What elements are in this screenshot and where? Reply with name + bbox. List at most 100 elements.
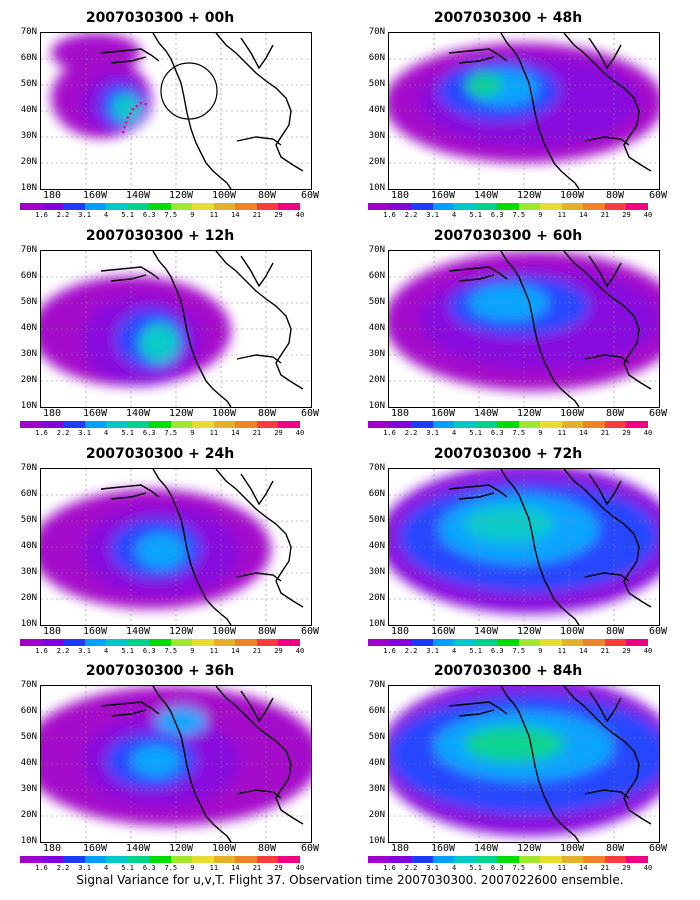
colorbar-swatch — [497, 421, 519, 428]
panel-title: 2007030300 + 00h — [85, 10, 235, 26]
longitude-label: 180 — [42, 843, 62, 854]
colorbar-label: 1.6 — [35, 864, 48, 872]
colorbar-swatch — [106, 856, 128, 863]
colorbar-swatch — [626, 639, 648, 646]
map-plot — [388, 250, 660, 408]
colorbar — [20, 856, 300, 863]
colorbar-swatch — [518, 203, 541, 210]
colorbar-label: 29 — [274, 864, 283, 872]
latitude-label: 60N — [368, 53, 385, 63]
colorbar-label: 4 — [452, 429, 457, 437]
latitude-label: 10N — [368, 401, 385, 411]
colorbar-label: 29 — [274, 211, 283, 219]
map-panel: 2007030300 + 72h 70N 60N 50N 40N 30N 20N 10N 180… — [358, 446, 667, 655]
latitude-label: 50N — [368, 732, 385, 742]
latitude-label: 50N — [20, 732, 37, 742]
colorbar-label: 2.2 — [404, 429, 418, 437]
latitude-label: 60N — [368, 271, 385, 281]
figure-caption: Signal Variance for u,v,T. Flight 37. Ob… — [76, 873, 624, 887]
latitude-label: 70N — [368, 245, 385, 255]
colorbar-swatch — [518, 639, 541, 646]
colorbar-label: 4 — [452, 211, 457, 219]
colorbar-swatch — [389, 856, 412, 863]
colorbar-label: 3.1 — [78, 211, 91, 219]
colorbar-swatch — [213, 203, 236, 210]
colorbar-label: 7.5 — [512, 429, 526, 437]
colorbar-swatch — [454, 421, 476, 428]
longitude-label: 100W — [559, 408, 585, 419]
colorbar-swatch — [368, 203, 390, 210]
longitude-label: 100W — [559, 190, 585, 201]
colorbar-swatch — [389, 639, 412, 646]
colorbar-label: 21 — [252, 429, 262, 437]
colorbar-label: 4 — [104, 429, 109, 437]
colorbar-swatch — [170, 203, 193, 210]
colorbar-label: 40 — [295, 647, 305, 655]
colorbar-label: 29 — [622, 429, 631, 437]
latitude-label: 10N — [20, 619, 37, 629]
colorbar-label: 14 — [579, 429, 588, 437]
colorbar-swatch — [278, 639, 300, 646]
colorbar-label: 5.1 — [121, 864, 135, 872]
longitude-label: 60W — [300, 843, 320, 854]
map-panel: 2007030300 + 48h 70N 60N 50N 40N 30N 20N 10N 180… — [358, 10, 667, 219]
colorbar-swatch — [561, 856, 584, 863]
longitude-label: 80W — [257, 190, 277, 201]
longitude-label: 80W — [257, 843, 277, 854]
longitude-label: 120W — [516, 190, 542, 201]
longitude-label: 140W — [473, 843, 499, 854]
colorbar-swatch — [149, 639, 171, 646]
colorbar-swatch — [170, 639, 193, 646]
longitude-label: 180 — [390, 190, 410, 201]
colorbar-label: 5.1 — [469, 429, 483, 437]
longitude-label: 120W — [168, 408, 194, 419]
map-panel: 2007030300 + 36h 70N 60N 50N 40N 30N 20N 10N 180… — [10, 663, 319, 872]
colorbar-swatch — [20, 421, 42, 428]
colorbar-label: 29 — [274, 647, 283, 655]
latitude-label: 20N — [368, 157, 385, 167]
colorbar-labels: 1.6 2.2 3.1 4 5.1 6.3 7.5 9 11 14 21 29 40 — [368, 647, 652, 657]
longitude-label: 80W — [605, 190, 625, 201]
longitude-label: 100W — [211, 190, 237, 201]
latitude-label: 50N — [20, 515, 37, 525]
colorbar-swatch — [497, 639, 519, 646]
longitude-label: 160W — [430, 843, 456, 854]
colorbar-swatch — [170, 421, 193, 428]
latitude-label: 30N — [368, 567, 385, 577]
map-panel: 2007030300 + 24h 70N 60N 50N 40N 30N 20N 10N 180… — [10, 446, 319, 655]
colorbar-swatch — [63, 421, 85, 428]
longitude-label: 160W — [430, 408, 456, 419]
colorbar-label: 7.5 — [164, 211, 178, 219]
colorbar-swatch — [454, 856, 476, 863]
colorbar-label: 9 — [538, 429, 543, 437]
colorbar-label: 3.1 — [78, 429, 91, 437]
longitude-label: 60W — [648, 408, 668, 419]
colorbar-swatch — [63, 639, 85, 646]
latitude-label: 40N — [368, 541, 385, 551]
colorbar-swatch — [41, 639, 64, 646]
colorbar-label: 5.1 — [469, 864, 483, 872]
longitude-label: 80W — [605, 408, 625, 419]
colorbar-swatch — [626, 203, 648, 210]
colorbar-label: 9 — [190, 647, 195, 655]
colorbar-label: 11 — [209, 647, 219, 655]
panel-title: 2007030300 + 36h — [85, 663, 235, 679]
colorbar-label: 4 — [452, 647, 457, 655]
colorbar-label: 14 — [231, 647, 240, 655]
colorbar-label: 2.2 — [56, 211, 70, 219]
map-panel: 2007030300 + 00h 70N 60N 50N 40N 30N 20N 10N 180… — [10, 10, 319, 219]
colorbar-swatch — [561, 203, 584, 210]
colorbar-label: 3.1 — [78, 864, 91, 872]
colorbar-swatch — [106, 421, 128, 428]
longitude-label: 180 — [390, 626, 410, 637]
colorbar-swatch — [540, 421, 562, 428]
latitude-label: 40N — [20, 758, 37, 768]
colorbar — [20, 203, 300, 210]
colorbar-swatch — [604, 421, 627, 428]
colorbar-swatch — [604, 203, 627, 210]
map-plot — [40, 685, 312, 843]
colorbar-swatch — [170, 856, 193, 863]
colorbar-swatch — [540, 203, 562, 210]
colorbar — [368, 421, 648, 428]
latitude-label: 20N — [20, 157, 37, 167]
